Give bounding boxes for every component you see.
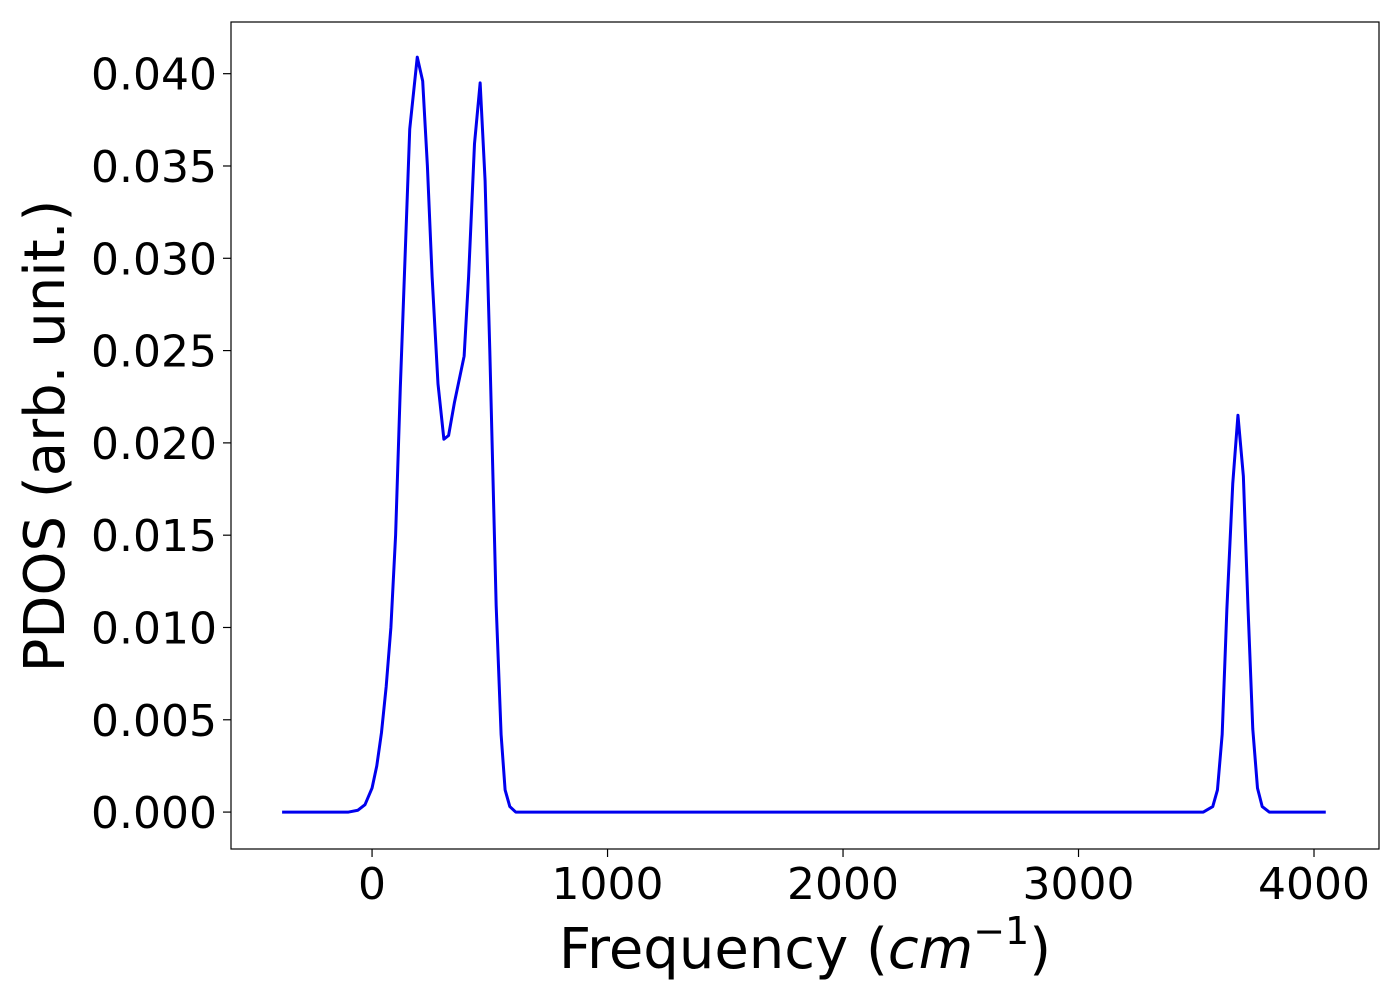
x-tick-label: 1000 bbox=[552, 859, 664, 910]
x-axis-label: Frequency (cm−1) bbox=[559, 909, 1051, 982]
y-tick-label: 0.040 bbox=[91, 50, 217, 101]
y-tick-label: 0.015 bbox=[91, 511, 217, 562]
y-tick-label: 0.005 bbox=[91, 696, 217, 747]
y-tick-label: 0.025 bbox=[91, 327, 217, 378]
plot-frame bbox=[230, 21, 1380, 850]
y-tick-label: 0.030 bbox=[91, 234, 217, 285]
x-tick-label: 3000 bbox=[1023, 859, 1135, 910]
x-tick-label: 0 bbox=[358, 859, 386, 910]
y-tick-label: 0.020 bbox=[91, 419, 217, 470]
y-tick-label: 0.035 bbox=[91, 142, 217, 193]
data-line bbox=[282, 55, 1326, 814]
y-axis-label: PDOS (arb. unit.) bbox=[13, 200, 78, 673]
y-tick-label: 0.010 bbox=[91, 603, 217, 654]
x-tick-label: 4000 bbox=[1258, 859, 1370, 910]
x-tick-label: 2000 bbox=[787, 859, 899, 910]
y-tick-label: 0.000 bbox=[91, 788, 217, 839]
